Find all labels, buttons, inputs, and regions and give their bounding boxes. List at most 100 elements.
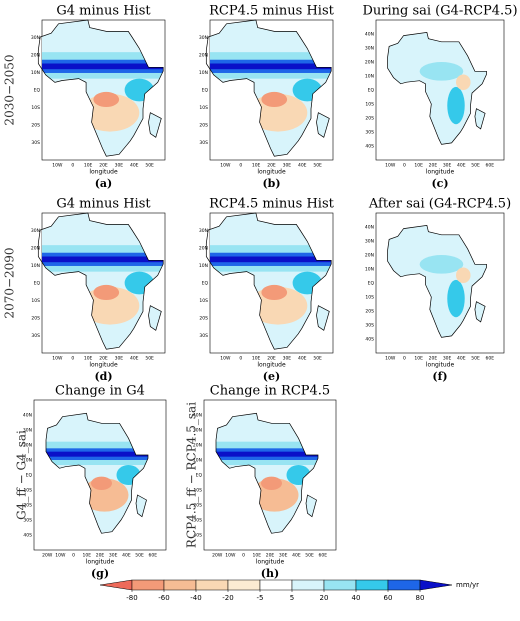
y-tick-label: 20N bbox=[31, 246, 40, 252]
y-tick-label: 20N bbox=[199, 53, 208, 59]
x-tick-label: 10E bbox=[252, 356, 261, 362]
x-tick-label: 50E bbox=[135, 553, 144, 559]
wet bbox=[447, 86, 465, 125]
colorbar-tick-label: -60 bbox=[158, 594, 169, 602]
coast bbox=[45, 412, 149, 534]
colorbar-box bbox=[419, 579, 453, 591]
colorbar-tick-label: 40 bbox=[352, 594, 361, 602]
dry bbox=[93, 91, 120, 108]
band bbox=[210, 256, 332, 263]
y-tick-label: 30N bbox=[23, 428, 32, 434]
y-tick-label: 20S bbox=[365, 309, 374, 315]
y-tick-label: 40N bbox=[365, 225, 374, 231]
band bbox=[216, 451, 318, 457]
x-tick-label: 10W bbox=[52, 356, 63, 362]
x-tick-label: 60E bbox=[319, 553, 328, 559]
x-tick-label: 0 bbox=[239, 163, 242, 169]
colorbar-tick-label: -20 bbox=[222, 594, 233, 602]
y-tick-label: 30S bbox=[365, 130, 374, 136]
dry bbox=[261, 284, 288, 301]
y-tick-label: EQ bbox=[368, 88, 375, 94]
y-tick-label: EQ bbox=[202, 88, 209, 94]
panel-title: G4 minus Hist bbox=[56, 197, 151, 212]
map-panel bbox=[203, 399, 337, 551]
y-tick-label: 10S bbox=[199, 298, 208, 304]
band bbox=[42, 256, 164, 263]
dry bbox=[456, 267, 471, 283]
row-label: 2070−2090 bbox=[3, 247, 17, 318]
x-tick-label: 0 bbox=[71, 356, 74, 362]
x-axis-label: longitude bbox=[257, 169, 286, 176]
y-tick-label: 10S bbox=[193, 488, 202, 494]
x-tick-label: 60E bbox=[149, 553, 158, 559]
colorbar-box bbox=[227, 579, 261, 591]
x-tick-label: 40E bbox=[122, 553, 131, 559]
y-tick-label: 20N bbox=[365, 253, 374, 259]
panel-label: (g) bbox=[91, 567, 109, 580]
row-label: RCP4.5_ff − RCP4.5_sai bbox=[185, 402, 199, 548]
y-tick-label: 40N bbox=[193, 413, 202, 419]
y-tick-label: 40N bbox=[365, 32, 374, 38]
coast bbox=[387, 225, 487, 338]
colorbar-tick-label: 60 bbox=[384, 594, 393, 602]
x-tick-label: 40E bbox=[130, 163, 139, 169]
x-tick-label: 0 bbox=[71, 163, 74, 169]
panel-title: RCP4.5 minus Hist bbox=[209, 197, 334, 212]
x-tick-label: 0 bbox=[239, 356, 242, 362]
y-tick-label: 10N bbox=[31, 70, 40, 76]
y-tick-label: 20N bbox=[31, 53, 40, 59]
y-tick-label: EQ bbox=[368, 281, 375, 287]
y-tick-label: 10S bbox=[31, 298, 40, 304]
y-tick-label: 10S bbox=[365, 295, 374, 301]
y-tick-label: 30N bbox=[199, 228, 208, 234]
dry bbox=[261, 476, 282, 491]
colorbar-box bbox=[291, 579, 325, 591]
x-tick-label: 50E bbox=[305, 553, 314, 559]
panel-label: (c) bbox=[431, 177, 448, 190]
x-tick-label: 20W bbox=[212, 553, 223, 559]
x-tick-label: 30E bbox=[283, 163, 292, 169]
x-tick-label: 0 bbox=[242, 553, 245, 559]
y-tick-label: 20N bbox=[23, 443, 32, 449]
x-tick-label: 10E bbox=[252, 163, 261, 169]
y-tick-label: EQ bbox=[202, 281, 209, 287]
y-tick-label: 20N bbox=[365, 60, 374, 66]
coast bbox=[205, 19, 332, 157]
dry bbox=[261, 91, 288, 108]
map-panel bbox=[33, 399, 167, 551]
y-tick-label: 30S bbox=[31, 140, 40, 146]
y-tick-label: EQ bbox=[26, 473, 33, 479]
x-tick-label: 20E bbox=[266, 553, 275, 559]
y-tick-label: 10N bbox=[365, 74, 374, 80]
y-tick-label: 20S bbox=[31, 123, 40, 129]
wet bbox=[447, 279, 465, 318]
dry bbox=[93, 284, 120, 301]
row-label: 2030−2050 bbox=[3, 54, 17, 125]
y-tick-label: 30S bbox=[199, 333, 208, 339]
y-tick-label: 20S bbox=[193, 503, 202, 509]
x-tick-label: 60E bbox=[485, 356, 494, 362]
x-axis-label: longitude bbox=[426, 169, 455, 176]
panel-title: G4 minus Hist bbox=[56, 4, 151, 19]
x-tick-label: 40E bbox=[298, 356, 307, 362]
x-tick-label: 40E bbox=[298, 163, 307, 169]
x-tick-label: 30E bbox=[109, 553, 118, 559]
panel-label: (a) bbox=[95, 177, 113, 190]
x-tick-label: 30E bbox=[283, 356, 292, 362]
y-tick-label: 30S bbox=[193, 518, 202, 524]
colorbar-box bbox=[99, 579, 133, 591]
x-axis-label: longitude bbox=[257, 362, 286, 369]
y-tick-label: 30S bbox=[31, 333, 40, 339]
map-panel bbox=[205, 212, 334, 354]
y-tick-label: 20S bbox=[365, 116, 374, 122]
y-tick-label: 20N bbox=[193, 443, 202, 449]
y-tick-label: 30S bbox=[199, 140, 208, 146]
x-tick-label: 30E bbox=[279, 553, 288, 559]
y-tick-label: 10N bbox=[193, 458, 202, 464]
x-tick-label: 20W bbox=[42, 553, 53, 559]
band bbox=[42, 63, 164, 70]
row-label: G4_ff − G4_sai bbox=[15, 430, 29, 520]
x-axis-label: longitude bbox=[89, 169, 118, 176]
colorbar-tick-label: -40 bbox=[190, 594, 201, 602]
y-tick-label: 10S bbox=[31, 105, 40, 111]
